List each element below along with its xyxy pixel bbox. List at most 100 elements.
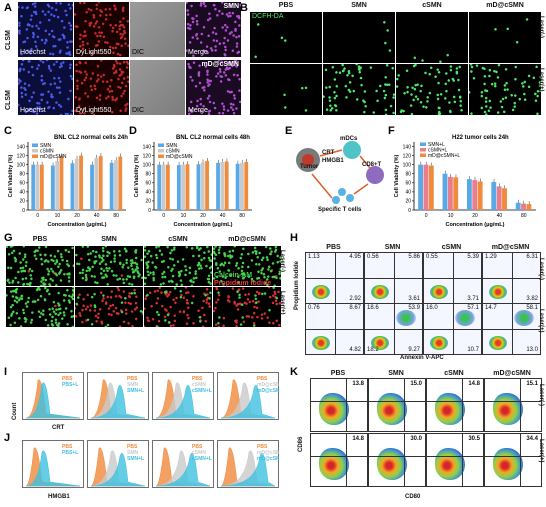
dc-plot-r2-c1: 14.8 [310,433,368,487]
quadrant-vline [519,379,521,431]
apoptosis-plot-r1-c1: 1.13 4.95 2.92 [305,252,364,304]
bar [244,161,249,210]
bar [176,165,181,210]
i-xlabel: CRT [52,425,65,431]
cell-population-blob-late [514,310,534,326]
y-tick-label: 140 [143,144,152,150]
clsm-sample-label-r2: mD@cSMN [201,61,239,68]
livedead-tile-r1-c1 [6,246,74,286]
livedead-tile-r2-c1 [6,287,74,327]
y-tick-label: 40 [19,190,25,196]
quadrant-vline [334,253,336,303]
histogram-legend: mD@cSMN+L [257,456,279,462]
quadrant-value-tr: 6.31 [526,254,538,260]
quadrant-value-br: 10.7 [467,347,479,353]
histogram-legend: PBS [192,444,203,450]
quadrant-value-br: 3.71 [467,296,479,302]
legend-swatch [158,154,164,158]
k-laser-row-2: Laser(+) [538,439,544,463]
clsm-tile-r2-c4: Merge mD@cSMN [186,60,241,115]
y-tick-label: 20 [405,199,411,205]
tumor-nucleus-icon [302,154,314,166]
bar [240,162,244,210]
legend-swatch [420,142,426,146]
panel-label-d: D [129,125,137,137]
quadrant-value-tl: 0.55 [426,254,438,260]
bar [118,156,123,210]
clsm-tile-r1-c4: Merge SMN [186,2,241,57]
bar [442,173,448,210]
dc-plot-r2-c3: 30.5 [426,433,484,487]
y-tick-label: 20 [145,199,151,205]
y-axis-title: Cell Viability (%) [394,154,400,197]
y-tick-label: 60 [405,181,411,187]
b-laser-row-2: Laser(+) [538,68,544,92]
cd8-t-cell-icon [366,166,384,184]
y-tick-label: 0 [22,208,25,214]
y-tick-label: 80 [145,172,151,178]
cell-population-blob [312,336,330,350]
quadrant-value-tr: 5.39 [467,254,479,260]
x-tick-label: 40 [220,213,226,219]
quadrant-value-tr: 58.1 [526,305,538,311]
clsm-channel-label-r2-c4: Merge [188,107,208,114]
histogram-legend: cSMN [192,382,206,388]
cell-population-blob [489,336,507,350]
chart-title: BNL CL2 normal cells 48h [176,135,250,141]
x-tick-label: 40 [497,213,503,219]
bar [200,162,205,210]
histogram-legend: mD@cSMN+L [257,388,279,394]
bar [114,160,118,210]
chart-c: 0 20 40 60 80 100 120 140 0 10 20 40 80 BNL CL2 norma… [8,135,128,228]
bar [526,204,532,210]
dc-population-blob [435,393,465,425]
t-cell-icon-2 [346,194,354,202]
g-laser-row-2: Laser(+) [279,291,285,315]
bar [515,202,521,210]
dc-population-blob [435,448,465,480]
quadrant-value-tl: 18.6 [367,305,379,311]
bar [447,176,453,210]
dc-plot-r1-c2: 15.0 [368,378,426,432]
h-laser-row-2: Laser(+) [538,309,544,333]
dcfh-tile-r1-c2 [323,12,395,63]
g-legend-calcein: Calcein-AM [214,272,253,279]
h-col-1: PBS [326,244,341,251]
x-axis-title: Concentration (μg/mL) [446,222,505,228]
quadrant-value-bl: 18.2 [367,347,379,353]
row-label-clsm-1: CLSM [5,30,12,50]
bar [196,164,201,210]
g-col-3: cSMN [168,236,188,243]
cell-population-blob [371,336,389,350]
dcfh-tile-r1-c4 [469,12,541,63]
chart-d: 0 20 40 60 80 100 120 140 0 10 20 40 80 BNL CL2 norma… [134,135,252,228]
label-hmgb1: HMGB1 [322,158,344,164]
quadrant-value-br: 2.92 [349,296,361,302]
apoptosis-plot-r1-c2: 0.56 5.86 3.61 [364,252,423,304]
chart-f: 0 20 40 60 80 100 120 140 0 10 20 40 80 H22 tumor cel… [394,135,536,228]
histogram-legend: PBS+L [62,450,78,456]
legend-label: cSMN [40,149,54,155]
label-mdcs: mDCs [340,136,358,142]
quadrant-hline [427,400,483,402]
quadrant-value-tl: 16.0 [426,305,438,311]
y-tick-label: 40 [145,190,151,196]
quadrant-value-tr: 53.9 [408,305,420,311]
cd86-cd80-percentage: 13.8 [352,381,364,387]
panel-label-f: F [388,125,395,137]
quadrant-vline [393,253,395,303]
y-tick-label: 20 [19,199,25,205]
k-ylabel: CD86 [298,436,304,452]
y-axis-title: Cell Viability (%) [8,154,14,197]
h-col-4: mD@cSMN [491,244,530,251]
quadrant-vline [511,253,513,303]
bar [472,180,478,210]
b-col-3: cSMN [422,2,442,9]
dc-population-blob [319,448,349,480]
cell-population-blob [371,285,389,299]
cd86-cd80-percentage: 30.0 [410,436,422,442]
quadrant-value-br: 13.0 [526,347,538,353]
bar [181,164,186,210]
quadrant-hline [485,455,541,457]
quadrant-value-tr: 57.1 [467,305,479,311]
